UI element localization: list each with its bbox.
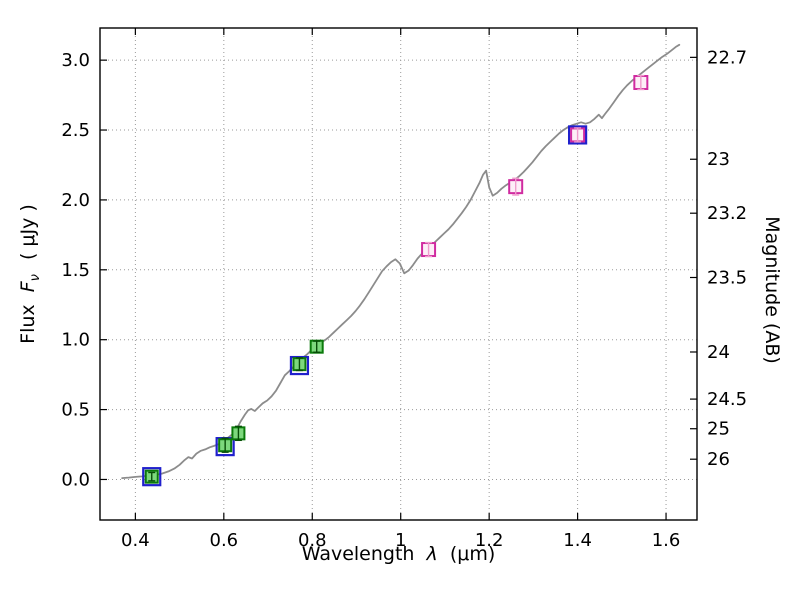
x-tick-label: 0.8 — [298, 530, 327, 551]
x-tick-label: 1 — [395, 530, 406, 551]
y-tick-label: 1.5 — [61, 260, 90, 281]
x-tick-label: 1.2 — [475, 530, 504, 551]
magnitude-tick-label: 23.5 — [707, 267, 747, 288]
x-tick-label: 1.6 — [652, 530, 681, 551]
y-axis-unit: ( μJy ) — [17, 204, 39, 261]
y-axis-flux-symbol: F — [17, 281, 39, 293]
model-band-photometry-marker — [289, 355, 310, 376]
y-axis-flux-subscript: ν — [28, 274, 43, 282]
model-band-photometry-marker — [142, 467, 162, 487]
model-band-photometry-marker — [567, 125, 588, 145]
magnitude-tick-label: 22.7 — [707, 47, 747, 68]
y-tick-label: 2.0 — [61, 190, 90, 211]
y-axis-title: Flux Fν ( μJy ) — [17, 204, 43, 344]
x-axis-lambda-symbol: λ — [426, 543, 438, 565]
y-tick-label: 3.0 — [61, 50, 90, 71]
y-axis-title-text: Flux — [17, 304, 39, 344]
x-tick-label: 1.4 — [563, 530, 592, 551]
x-tick-label: 0.4 — [121, 530, 150, 551]
y-tick-label: 0.5 — [61, 400, 90, 421]
magnitude-tick-label: 24 — [707, 342, 730, 363]
magnitude-tick-label: 23 — [707, 149, 730, 170]
x-axis-title: Wavelength λ (μm) — [100, 543, 697, 565]
magnitude-tick-label: 25 — [707, 419, 730, 440]
axes-frame — [99, 27, 698, 521]
magnitude-tick-label: 23.2 — [707, 203, 747, 224]
magnitude-tick-label: 26 — [707, 449, 730, 470]
magnitude-tick-label: 24.5 — [707, 389, 747, 410]
y-tick-label: 1.0 — [61, 330, 90, 351]
y-tick-label: 0.0 — [61, 469, 90, 490]
y-tick-label: 2.5 — [61, 120, 90, 141]
x-axis-unit: (μm) — [449, 543, 496, 565]
model-spectrum-line — [121, 43, 681, 480]
x-tick-label: 0.6 — [210, 530, 239, 551]
x-axis-title-text: Wavelength — [301, 543, 415, 565]
right-axis-title: Magnitude (AB) — [761, 216, 783, 364]
